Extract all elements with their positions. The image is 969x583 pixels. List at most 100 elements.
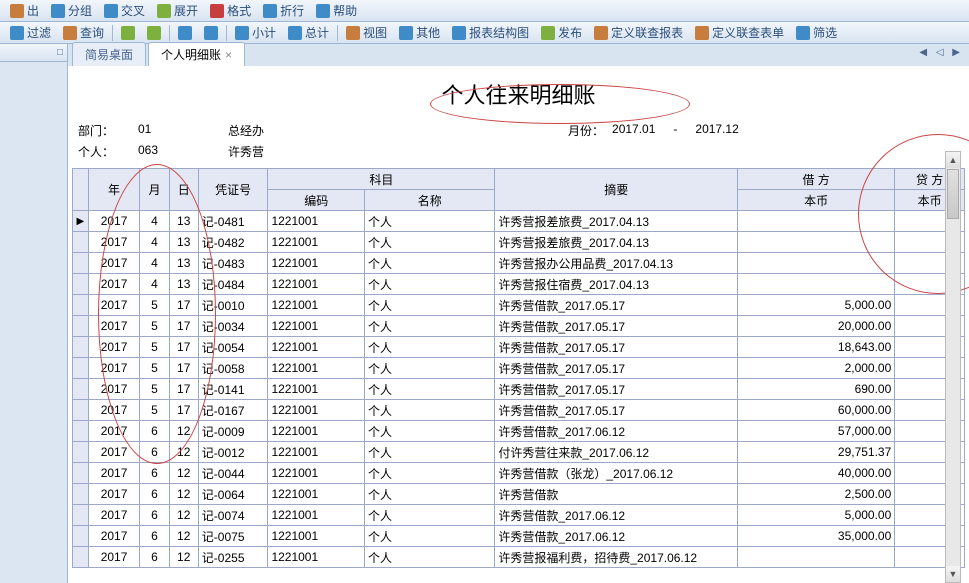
cell-voucher: 记-0012 <box>198 442 268 463</box>
table-row[interactable]: 2017517记-00341221001个人许秀营借款_2017.05.1720… <box>73 316 965 337</box>
cell-name: 个人 <box>365 295 495 316</box>
th-subject-name[interactable]: 名称 <box>365 190 495 211</box>
vertical-scrollbar[interactable]: ▲ ▼ <box>945 151 961 583</box>
row-marker <box>73 505 89 526</box>
cell-day: 13 <box>169 253 198 274</box>
toolbar-button[interactable]: 交叉 <box>98 1 151 21</box>
toolbar-label: 发布 <box>558 24 582 41</box>
cell-day: 13 <box>169 232 198 253</box>
cell-debit <box>738 253 895 274</box>
table-row[interactable]: ▶2017413记-04811221001个人许秀营报差旅费_2017.04.1… <box>73 211 965 232</box>
toolbar-button[interactable] <box>172 23 198 43</box>
tab-detail[interactable]: 个人明细账× <box>148 42 245 66</box>
table-row[interactable]: 2017612记-00091221001个人许秀营借款_2017.06.1257… <box>73 421 965 442</box>
toolbar-button[interactable]: 折行 <box>257 1 310 21</box>
cell-voucher: 记-0044 <box>198 463 268 484</box>
cell-day: 12 <box>169 547 198 568</box>
table-row[interactable]: 2017413记-04831221001个人许秀营报办公用品费_2017.04.… <box>73 253 965 274</box>
cell-name: 个人 <box>365 463 495 484</box>
toolbar-button[interactable] <box>198 23 224 43</box>
month-from: 2017.01 <box>612 122 655 139</box>
toolbar-icon <box>796 26 810 40</box>
toolbar-button[interactable]: 视图 <box>340 23 393 43</box>
toolbar-button[interactable]: 查询 <box>57 23 110 43</box>
toolbar-button[interactable]: 定义联查报表 <box>588 23 689 43</box>
th-year[interactable]: 年 <box>88 169 140 211</box>
tab-desktop[interactable]: 简易桌面 <box>72 42 146 66</box>
scroll-up-icon[interactable]: ▲ <box>946 152 960 168</box>
dept-label: 部门： <box>78 122 138 139</box>
row-marker: ▶ <box>73 211 89 232</box>
toolbar-label: 展开 <box>174 2 198 19</box>
th-subject[interactable]: 科目 <box>268 169 495 190</box>
cell-name: 个人 <box>365 211 495 232</box>
cell-day: 12 <box>169 463 198 484</box>
month-label: 月份： <box>568 122 604 139</box>
toolbar-button[interactable]: 小计 <box>229 23 282 43</box>
scroll-thumb[interactable] <box>947 169 959 219</box>
cell-summary: 许秀营借款_2017.05.17 <box>495 316 738 337</box>
th-day[interactable]: 日 <box>169 169 198 211</box>
row-marker <box>73 232 89 253</box>
cell-day: 12 <box>169 505 198 526</box>
toolbar-icon <box>695 26 709 40</box>
tab-nav-arrows[interactable]: ◀ ◁ ▶ <box>919 47 963 58</box>
row-marker <box>73 547 89 568</box>
toolbar-icon <box>10 4 24 18</box>
cell-debit: 5,000.00 <box>738 505 895 526</box>
toolbar-button[interactable]: 筛选 <box>790 23 843 43</box>
cell-code: 1221001 <box>268 337 365 358</box>
cell-voucher: 记-0255 <box>198 547 268 568</box>
table-row[interactable]: 2017612记-02551221001个人许秀营报福利费，招待费_2017.0… <box>73 547 965 568</box>
person-code: 063 <box>138 143 228 160</box>
table-row[interactable]: 2017612记-00121221001个人付许秀营往来款_2017.06.12… <box>73 442 965 463</box>
toolbar-button[interactable]: 定义联查表单 <box>689 23 790 43</box>
cell-month: 4 <box>140 253 169 274</box>
th-debit[interactable]: 借 方 <box>738 169 895 190</box>
table-row[interactable]: 2017517记-00581221001个人许秀营借款_2017.05.172,… <box>73 358 965 379</box>
toolbar-label: 交叉 <box>121 2 145 19</box>
table-row[interactable]: 2017517记-00541221001个人许秀营借款_2017.05.1718… <box>73 337 965 358</box>
toolbar-icon <box>263 4 277 18</box>
cell-name: 个人 <box>365 358 495 379</box>
cell-code: 1221001 <box>268 505 365 526</box>
table-row[interactable]: 2017413记-04821221001个人许秀营报差旅费_2017.04.13… <box>73 232 965 253</box>
th-voucher[interactable]: 凭证号 <box>198 169 268 211</box>
cell-name: 个人 <box>365 337 495 358</box>
cell-name: 个人 <box>365 421 495 442</box>
table-row[interactable]: 2017517记-00101221001个人许秀营借款_2017.05.175,… <box>73 295 965 316</box>
table-row[interactable]: 2017612记-00741221001个人许秀营借款_2017.06.125,… <box>73 505 965 526</box>
table-row[interactable]: 2017612记-00641221001个人许秀营借款2,500.00 <box>73 484 965 505</box>
toolbar-button[interactable]: 展开 <box>151 1 204 21</box>
toolbar-button[interactable]: 发布 <box>535 23 588 43</box>
th-month[interactable]: 月 <box>140 169 169 211</box>
row-marker <box>73 526 89 547</box>
toolbar-icon <box>316 4 330 18</box>
th-summary[interactable]: 摘要 <box>495 169 738 211</box>
toolbar-button[interactable]: 出 <box>4 1 45 21</box>
toolbar-button[interactable]: 总计 <box>282 23 335 43</box>
table-row[interactable]: 2017413记-04841221001个人许秀营报住宿费_2017.04.13… <box>73 274 965 295</box>
scroll-down-icon[interactable]: ▼ <box>946 566 960 582</box>
cell-day: 17 <box>169 379 198 400</box>
cell-year: 2017 <box>88 505 140 526</box>
row-marker <box>73 316 89 337</box>
cell-voucher: 记-0064 <box>198 484 268 505</box>
toolbar-button[interactable]: 过滤 <box>4 23 57 43</box>
th-subject-code[interactable]: 编码 <box>268 190 365 211</box>
close-icon[interactable]: × <box>225 48 232 62</box>
toolbar-button[interactable]: 格式 <box>204 1 257 21</box>
toolbar-button[interactable]: 其他 <box>393 23 446 43</box>
toolbar-icon <box>235 26 249 40</box>
toolbar-button[interactable] <box>141 23 167 43</box>
table-row[interactable]: 2017517记-01411221001个人许秀营借款_2017.05.1769… <box>73 379 965 400</box>
th-debit-local[interactable]: 本币 <box>738 190 895 211</box>
toolbar-button[interactable]: 帮助 <box>310 1 363 21</box>
left-panel-collapse[interactable]: □ <box>0 44 67 62</box>
toolbar-button[interactable]: 分组 <box>45 1 98 21</box>
table-row[interactable]: 2017517记-01671221001个人许秀营借款_2017.05.1760… <box>73 400 965 421</box>
table-row[interactable]: 2017612记-00751221001个人许秀营借款_2017.06.1235… <box>73 526 965 547</box>
toolbar-button[interactable] <box>115 23 141 43</box>
table-row[interactable]: 2017612记-00441221001个人许秀营借款（张龙）_2017.06.… <box>73 463 965 484</box>
toolbar-button[interactable]: 报表结构图 <box>446 23 535 43</box>
